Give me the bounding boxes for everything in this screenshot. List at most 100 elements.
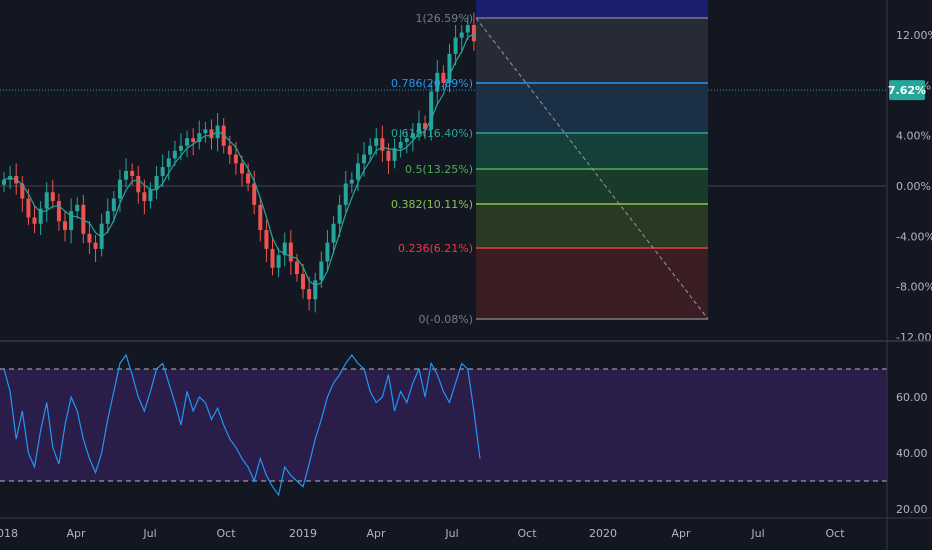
time-axis[interactable]: 2018 Apr Jul Oct 2019 Apr Jul Oct 2020 Apr Jul Oct <box>0 527 845 540</box>
candle-body[interactable] <box>130 170 135 176</box>
time-tick-label: Apr <box>366 527 386 540</box>
candle-body[interactable] <box>38 208 43 224</box>
candle-body[interactable] <box>26 198 31 218</box>
candle-body[interactable] <box>221 125 226 146</box>
candle-body[interactable] <box>429 91 434 130</box>
time-tick-label: Apr <box>66 527 86 540</box>
oscillator-line[interactable] <box>3 353 481 497</box>
current-price-value: 7.62% <box>888 84 926 97</box>
candle-body[interactable] <box>386 150 391 161</box>
candle-body[interactable] <box>288 242 293 262</box>
candle-body[interactable] <box>453 37 458 54</box>
price-axis[interactable]: 12.00%8.00%4.00%0.00%-4.00%-8.00%-12.00%… <box>888 29 932 344</box>
candle-body[interactable] <box>246 173 251 184</box>
candle-body[interactable] <box>362 154 367 164</box>
candle-body[interactable] <box>325 242 330 262</box>
candle-body[interactable] <box>166 158 171 168</box>
candle-body[interactable] <box>209 129 214 139</box>
candle-body[interactable] <box>349 179 354 184</box>
fib-level-label: 0(-0.08%) <box>419 313 474 326</box>
candle-body[interactable] <box>191 138 196 142</box>
candle-body[interactable] <box>307 289 312 300</box>
candle-body[interactable] <box>240 163 244 174</box>
candle-body[interactable] <box>233 154 238 164</box>
candle-body[interactable] <box>56 201 61 222</box>
candle-body[interactable] <box>178 145 183 151</box>
oscillator-pane[interactable] <box>0 353 887 497</box>
candle-body[interactable] <box>465 24 470 33</box>
candle-body[interactable] <box>301 274 306 290</box>
candle-body[interactable] <box>331 223 336 243</box>
candle-body[interactable] <box>294 261 299 275</box>
candle-body[interactable] <box>227 145 232 155</box>
fib-level-label: 0.786(20.89%) <box>391 77 473 90</box>
candle-body[interactable] <box>380 138 385 151</box>
fib-trend-line[interactable] <box>475 17 709 320</box>
fib-retracement[interactable]: 1(26.59%) 0.786(20.89%) 0.618(16.40%) 0.5(1… <box>391 0 709 326</box>
oscillator-axis[interactable]: 60.00 40.00 20.00 <box>896 391 928 516</box>
fib-zone <box>476 18 708 83</box>
candle-body[interactable] <box>441 72 446 83</box>
candle-body[interactable] <box>435 72 440 92</box>
price-pane[interactable] <box>0 12 887 313</box>
candle-body[interactable] <box>32 217 37 224</box>
candle-body[interactable] <box>63 221 68 231</box>
candle-body[interactable] <box>124 170 129 180</box>
candle-body[interactable] <box>203 129 208 134</box>
time-tick-label: Apr <box>671 527 691 540</box>
candle-body[interactable] <box>136 175 141 193</box>
candle-body[interactable] <box>374 138 379 146</box>
candle-body[interactable] <box>471 24 476 42</box>
candle-body[interactable] <box>423 123 428 130</box>
candle-body[interactable] <box>282 242 287 256</box>
time-tick-label: Oct <box>517 527 537 540</box>
candle-body[interactable] <box>75 204 80 212</box>
candle-body[interactable] <box>2 179 6 185</box>
candle-body[interactable] <box>44 192 49 209</box>
candle-body[interactable] <box>337 204 342 224</box>
candle-body[interactable] <box>343 183 348 205</box>
candle-body[interactable] <box>172 150 177 159</box>
fib-zone <box>476 169 708 204</box>
moving-average-line[interactable] <box>3 33 481 287</box>
candle-body[interactable] <box>111 198 116 212</box>
candle-body[interactable] <box>410 133 415 139</box>
fib-zone <box>476 0 708 18</box>
candle-body[interactable] <box>447 53 452 83</box>
candle-body[interactable] <box>264 230 269 249</box>
current-price-badge[interactable] <box>889 80 925 101</box>
candle-body[interactable] <box>368 145 373 155</box>
candle-body[interactable] <box>105 211 110 224</box>
candle-body[interactable] <box>392 148 397 161</box>
candle-body[interactable] <box>398 141 403 149</box>
fib-zone <box>476 248 708 319</box>
candle-body[interactable] <box>319 261 324 281</box>
candle-body[interactable] <box>416 123 421 134</box>
fib-level-label: 1(26.59%) <box>415 12 473 25</box>
candle-body[interactable] <box>355 163 360 180</box>
candle-body[interactable] <box>69 211 74 231</box>
candle-body[interactable] <box>459 32 464 38</box>
candle-body[interactable] <box>276 255 281 268</box>
candle-body[interactable] <box>160 167 165 176</box>
candle-body[interactable] <box>197 133 202 142</box>
candle-body[interactable] <box>50 192 55 202</box>
candle-body[interactable] <box>258 204 263 231</box>
candle-body[interactable] <box>99 223 104 249</box>
candle-body[interactable] <box>20 183 25 199</box>
candle-body[interactable] <box>142 192 147 202</box>
candle-body[interactable] <box>185 138 190 146</box>
candle-body[interactable] <box>117 179 122 199</box>
candle-body[interactable] <box>87 233 92 243</box>
candle-body[interactable] <box>252 183 257 205</box>
candle-body[interactable] <box>148 189 153 202</box>
price-tick-label: 0.00% <box>896 180 931 193</box>
candle-body[interactable] <box>270 248 275 268</box>
fib-zone <box>476 204 708 248</box>
oscillator-band <box>0 369 887 481</box>
candle-body[interactable] <box>404 138 409 142</box>
candle-body[interactable] <box>313 280 318 300</box>
candle-body[interactable] <box>93 242 98 249</box>
candle-body[interactable] <box>154 175 159 190</box>
